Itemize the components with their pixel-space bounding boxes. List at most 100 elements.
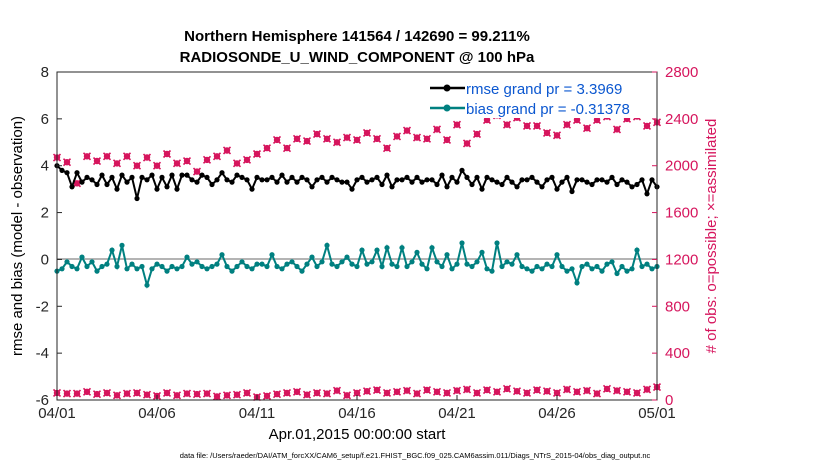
legend-rmse-label: rmse grand pr = 3.3969 (466, 81, 622, 98)
rmse-point (439, 172, 445, 178)
bias-point (394, 263, 400, 270)
x-tick-label: 04/26 (538, 405, 576, 422)
bias-point (214, 261, 220, 267)
bias-point (64, 259, 70, 265)
x-tick-label: 04/11 (239, 405, 275, 422)
possible_obs-cross (422, 134, 432, 143)
rmse-point (369, 177, 375, 183)
possible_obs-cross (122, 152, 132, 161)
possible_obs-cross (562, 120, 572, 129)
bias-point (139, 263, 145, 270)
possible_obs-cross (62, 158, 72, 167)
rmse-point (504, 174, 510, 180)
rmse-point (244, 177, 250, 183)
possible_obs-cross (212, 152, 222, 161)
bias-point (454, 261, 460, 267)
assimilated_obs-cross (642, 385, 652, 394)
possible_obs-cross (362, 128, 372, 137)
rmse-point (479, 186, 485, 192)
bias-point (314, 263, 320, 270)
bias-point (69, 263, 75, 270)
rmse-point (94, 181, 100, 188)
assimilated_obs-cross (142, 390, 152, 399)
bias-point (84, 263, 90, 270)
assimilated_obs-cross (182, 389, 192, 398)
possible_obs-cross (552, 131, 562, 140)
right-tick-label: 1600 (665, 205, 698, 222)
bias-point (299, 268, 305, 274)
assimilated_obs-cross (82, 387, 92, 396)
bias-point (499, 263, 505, 270)
rmse-point (639, 177, 645, 183)
possible_obs-cross (182, 156, 192, 166)
bias-point (589, 266, 595, 272)
bias-point (534, 263, 540, 270)
assimilated_obs-cross (112, 391, 122, 400)
bias-point (219, 252, 225, 258)
assimilated_obs-cross (272, 390, 282, 399)
rmse-point (494, 179, 500, 185)
bias-point (354, 263, 360, 270)
rmse-point (569, 188, 575, 195)
possible_obs-cross (412, 133, 422, 142)
assimilated_obs-cross (482, 385, 492, 395)
possible_obs-cross (252, 149, 262, 159)
bias-point (399, 245, 405, 251)
possible_obs-cross (202, 155, 212, 164)
bias-point (364, 261, 370, 267)
x-tick-label: 05/01 (638, 405, 676, 422)
rmse-point (509, 179, 515, 185)
assimilated_obs-cross (262, 391, 272, 400)
assimilated_obs-cross (222, 391, 232, 400)
possible_obs-cross (312, 130, 322, 139)
rmse-point (329, 174, 335, 180)
assimilated_obs-cross (452, 386, 462, 395)
bias-point (504, 259, 510, 265)
possible_obs-cross (542, 128, 552, 137)
rmse-point (304, 177, 310, 183)
rmse-point (629, 184, 635, 190)
bias-point (149, 266, 155, 272)
possible_obs-cross (352, 135, 362, 145)
bias-point (319, 259, 325, 265)
rmse-point (609, 174, 615, 180)
bias-point (629, 266, 635, 272)
possible_obs-cross (92, 156, 102, 166)
chart-title: Northern Hemisphere 141564 / 142690 = 99… (184, 28, 530, 45)
rmse-point (364, 179, 370, 185)
assimilated_obs-cross (322, 389, 332, 398)
rmse-point (284, 179, 290, 185)
possible_obs-cross (152, 161, 162, 170)
plot-area (57, 72, 657, 400)
bias-point (484, 266, 490, 272)
rmse-point (204, 174, 210, 180)
assimilated_obs-cross (462, 385, 472, 394)
bias-point (129, 261, 135, 267)
possible_obs-cross (292, 134, 302, 143)
rmse-point (294, 179, 300, 185)
bias-point (359, 247, 365, 253)
right-tick-label: 800 (665, 298, 690, 315)
assimilated_obs-cross (212, 392, 222, 401)
bias-point (324, 242, 330, 248)
left-tick-label: -4 (36, 345, 49, 362)
bias-point (104, 261, 110, 267)
rmse-point (544, 177, 550, 183)
bias-point (249, 266, 255, 272)
bias-point (304, 261, 310, 267)
bias-point (59, 266, 65, 272)
right-tick-label: 2400 (665, 111, 698, 128)
bias-point (459, 240, 465, 246)
rmse-point (404, 174, 410, 180)
possible_obs-cross (262, 144, 272, 153)
assimilated_obs-cross (602, 384, 612, 393)
bias-point (599, 268, 605, 274)
assimilated_obs-cross (552, 388, 562, 398)
assimilated_obs-cross (402, 386, 412, 395)
assimilated_obs-cross (562, 385, 572, 394)
rmse-point (149, 172, 155, 178)
possible_obs-cross (192, 167, 202, 176)
assimilated_obs-cross (422, 385, 432, 395)
bias-point (634, 247, 640, 253)
bias-point (434, 259, 440, 265)
